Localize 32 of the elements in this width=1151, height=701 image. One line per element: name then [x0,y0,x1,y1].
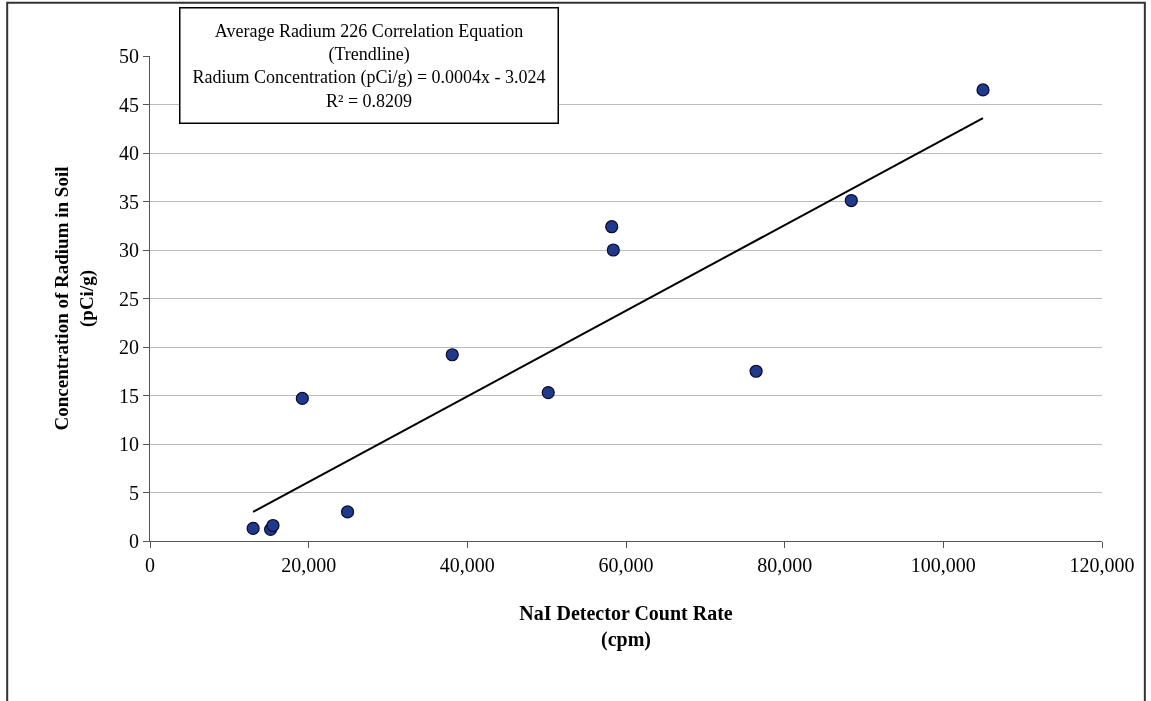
x-tick-label: 40,000 [439,554,495,576]
y-tick-label: 25 [119,287,139,310]
y-tick-label: 15 [119,384,139,407]
x-tick-label: 20,000 [281,554,337,576]
y-tick-label: 45 [119,93,139,116]
y-tick-label: 50 [119,45,139,67]
y-tick-label: 0 [129,530,139,552]
point [295,391,309,405]
y-tick-label: 5 [129,481,139,504]
point [606,243,620,257]
point [266,518,280,533]
annotation: Average Radium 226 Correlation Equation (Trendline) Radium Concentration (pCi/g) = 0.0004x - 3.024 R² = 0.8209 [192,20,546,111]
point [844,193,858,208]
y-axis-title: Concentration of Radium in Soil (pCi/g) [51,166,98,431]
point [246,521,260,535]
y-tick-label: 40 [119,142,139,164]
point [445,348,459,362]
point [749,364,763,378]
y-tick-label: 20 [119,336,139,358]
x-tick-label: 120,000 [1069,554,1135,576]
x-tick-label: 60,000 [598,554,654,576]
y-tick-label: 35 [119,190,139,213]
x-tick-label: 80,000 [757,554,813,576]
point [340,505,355,519]
point [976,83,990,97]
x-axis-title: NaI Detector Count Rate (cpm) [519,601,733,651]
point [541,385,555,400]
point [605,220,619,234]
x-tick-label: 0 [145,554,155,576]
y-tick-label: 10 [119,433,139,455]
y-tick-label: 30 [119,239,139,261]
x-tick-label: 100,000 [910,554,976,576]
